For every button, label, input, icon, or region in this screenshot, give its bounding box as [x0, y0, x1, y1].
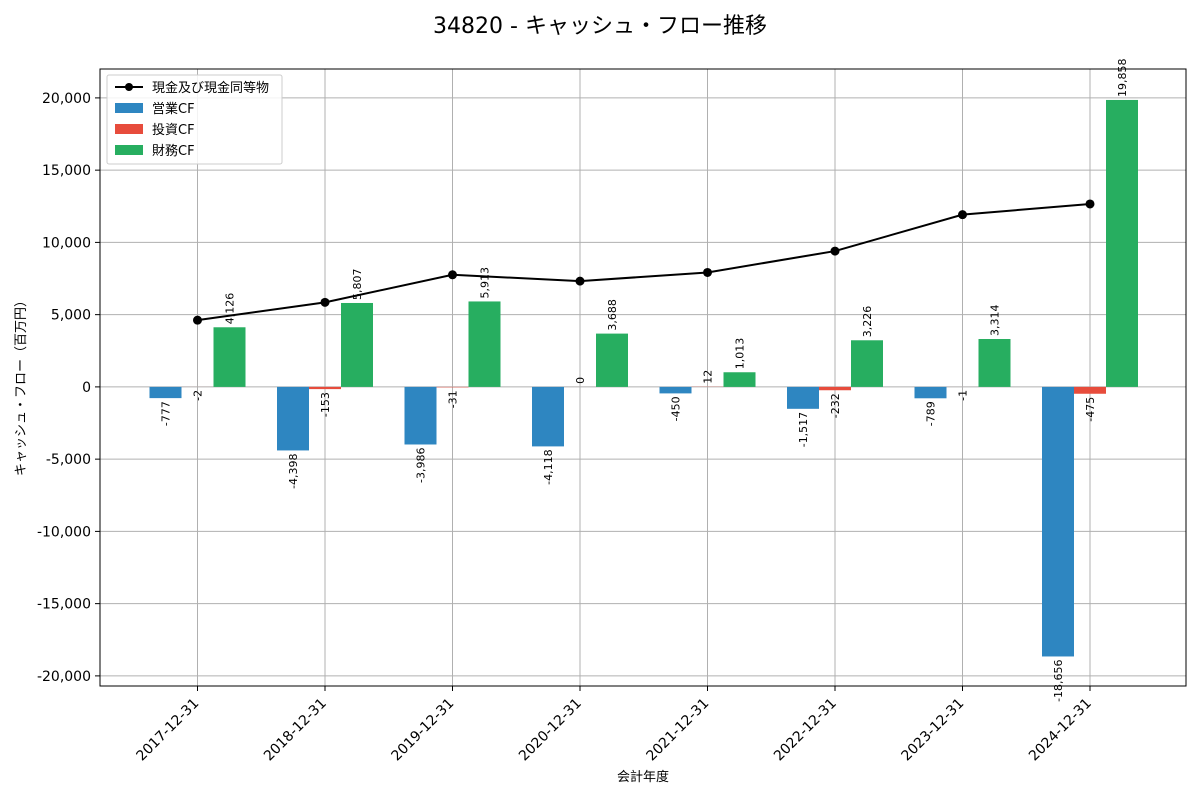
legend-label-financing: 財務CF	[152, 144, 195, 159]
bar-data-label: -789	[925, 401, 938, 426]
y-tick-label: -5,000	[46, 452, 91, 468]
bar-financing	[1106, 99, 1138, 387]
bar-data-label: 12	[702, 370, 715, 384]
bar-financing	[978, 339, 1011, 387]
bar-operating	[277, 386, 309, 451]
bar-data-label: -153	[319, 392, 332, 417]
bar-data-label: 1,013	[734, 338, 747, 370]
bar-data-label: -4,398	[287, 453, 300, 488]
x-tick-label: 2023-12-31	[898, 696, 967, 765]
x-tick-label: 2022-12-31	[771, 696, 840, 765]
cash-line-point	[1085, 199, 1095, 209]
bar-financing	[723, 372, 756, 387]
bar-investing	[309, 386, 341, 390]
bar-data-label: -1,517	[797, 412, 810, 447]
cash-line-point	[193, 315, 202, 325]
bar-data-label: -18,656	[1052, 659, 1065, 701]
cash-line-point	[575, 276, 585, 286]
bar-data-label: -232	[829, 393, 842, 418]
x-tick-label: 2018-12-31	[261, 696, 330, 765]
legend-line-marker	[125, 83, 133, 91]
bar-data-label: 4,126	[224, 293, 237, 325]
x-tick-label: 2020-12-31	[516, 696, 585, 765]
bar-investing	[819, 386, 851, 391]
bar-operating	[149, 386, 182, 399]
bar-data-label: 5,807	[351, 268, 364, 300]
bar-operating	[404, 386, 437, 445]
bar-data-label: 5,913	[479, 267, 492, 299]
legend-swatch-financing	[115, 145, 143, 155]
data-labels: -777 -4,398 -3,986 -4,118 -450 -1,517 -789 -18,…	[160, 58, 1130, 701]
bar-data-label: -4,118	[542, 449, 555, 484]
legend-box	[106, 74, 283, 165]
bar-operating	[787, 386, 819, 409]
cash-line-point	[830, 246, 840, 256]
bar-data-label: -475	[1084, 397, 1097, 422]
y-axis-label: キャッシュ・フロー（百万円）	[14, 294, 29, 476]
bar-financing	[213, 327, 246, 387]
y-tick-label: -20,000	[37, 669, 91, 685]
bar-operating	[659, 386, 692, 394]
bar-data-label: -31	[447, 390, 460, 408]
y-tick-label: -10,000	[37, 524, 91, 540]
cash-line-path	[197, 202, 1091, 322]
bars	[149, 99, 1138, 657]
bar-data-label: 3,688	[606, 299, 619, 331]
cash-line-point	[703, 267, 712, 277]
bar-operating	[914, 386, 947, 399]
y-tick-label: 10,000	[42, 235, 91, 251]
legend-swatch-operating	[115, 103, 143, 113]
bar-data-label: -1	[957, 390, 970, 401]
chart-title: 34820 - キャッシュ・フロー推移	[433, 14, 767, 39]
cash-line-point	[958, 210, 967, 220]
bar-data-label: -450	[670, 396, 683, 421]
bar-financing	[341, 302, 373, 387]
x-tick-label: 2024-12-31	[1026, 696, 1095, 765]
bar-investing	[1074, 386, 1106, 394]
bar-data-label: 0	[574, 377, 587, 384]
bar-data-label: 3,226	[861, 306, 874, 338]
legend-label-cash: 現金及び現金同等物	[152, 80, 269, 96]
legend-swatch-investing	[115, 124, 143, 134]
cash-line-point	[448, 270, 457, 280]
legend: 現金及び現金同等物 営業CF 投資CF 財務CF	[106, 74, 283, 165]
cash-line-point	[320, 297, 330, 307]
bar-financing	[851, 340, 883, 387]
bar-data-label: -2	[192, 390, 205, 401]
bar-financing	[596, 333, 628, 387]
y-tick-label: 15,000	[42, 163, 91, 179]
bar-operating	[1042, 386, 1074, 657]
bar-data-label: 3,314	[989, 305, 1002, 337]
x-tick-label: 2021-12-31	[643, 696, 712, 765]
x-tick-label: 2019-12-31	[388, 696, 457, 765]
bar-data-label: -777	[160, 401, 173, 426]
y-tick-label: 5,000	[51, 308, 91, 324]
y-tick-label: 0	[82, 380, 91, 396]
legend-label-investing: 投資CF	[152, 122, 195, 138]
y-tick-label: -15,000	[37, 597, 91, 613]
y-tick-label: 20,000	[42, 91, 91, 107]
plot-frame	[99, 68, 1187, 687]
bar-financing	[468, 301, 501, 387]
bar-data-label: -3,986	[415, 447, 428, 482]
cash-line	[193, 199, 1095, 325]
axes: -20,000 -15,000 -10,000 -5,000 0 5,000 10,000 1…	[37, 91, 1095, 764]
grid	[100, 69, 1186, 686]
bar-operating	[532, 386, 564, 447]
x-axis-label: 会計年度	[617, 769, 669, 785]
x-tick-label: 2017-12-31	[133, 696, 202, 765]
bar-data-label: 19,858	[1116, 58, 1129, 97]
legend-label-operating: 営業CF	[152, 101, 195, 117]
